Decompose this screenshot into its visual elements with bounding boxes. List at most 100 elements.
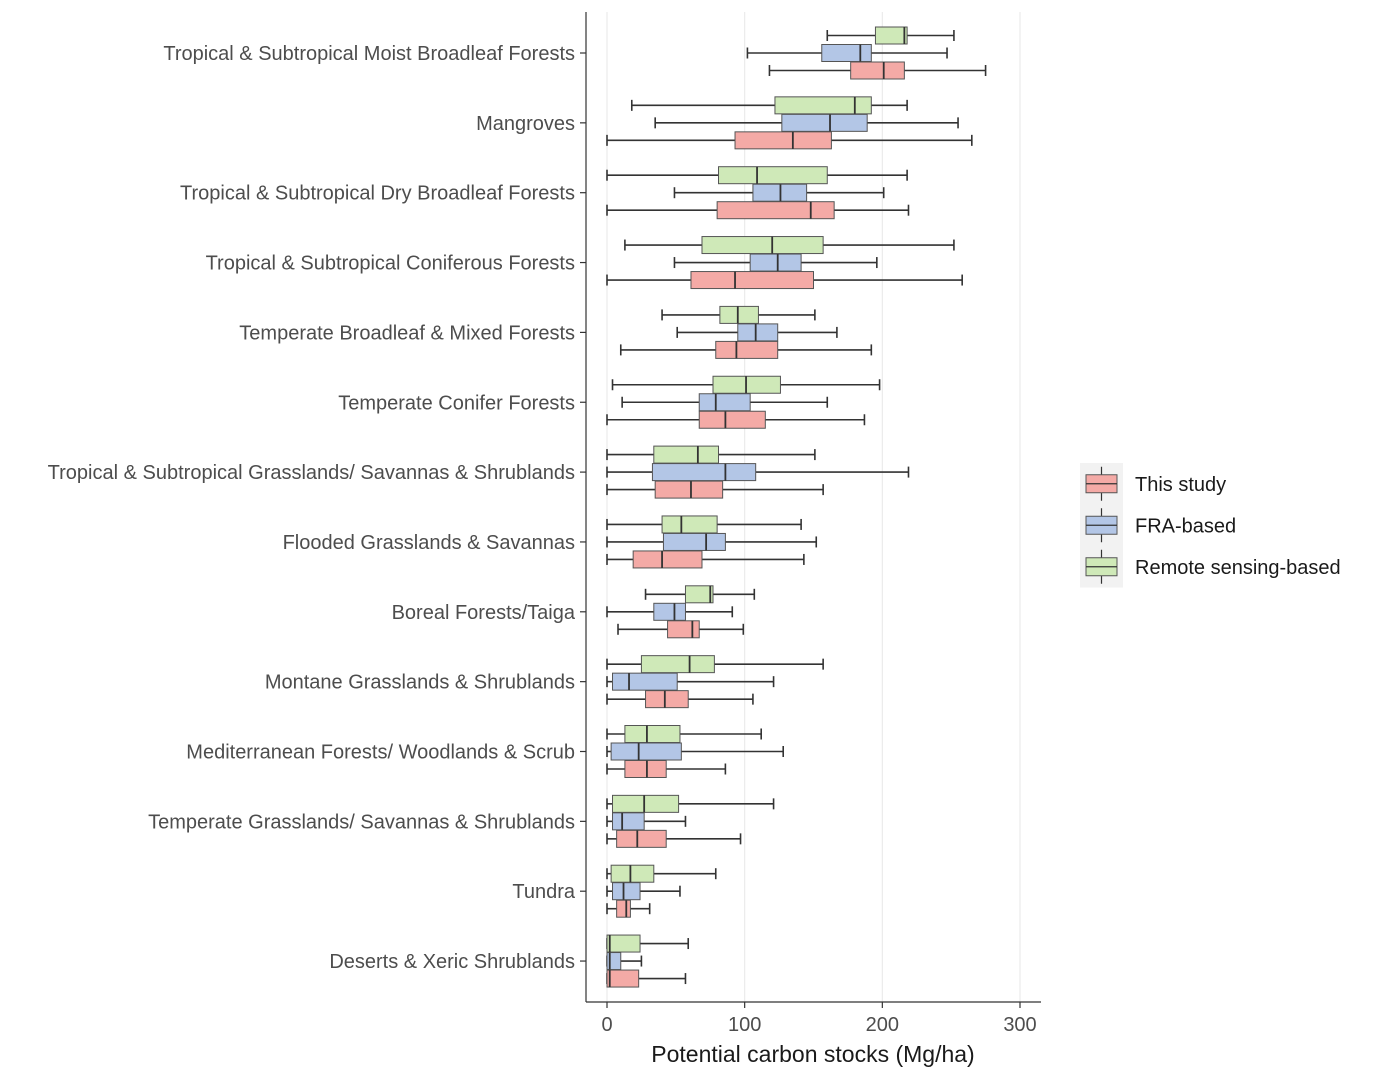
box-remote-sensing-based-6 [606, 445, 816, 464]
box-iqr [662, 532, 726, 551]
category-group-temperate-broadleaf-mixed-forests [619, 305, 873, 359]
box-this-study-6 [606, 480, 824, 499]
box-fra-based-9 [606, 672, 775, 691]
box-this-study-7 [606, 550, 805, 569]
category-label-temperate-broadleaf-mixed-forests: Temperate Broadleaf & Mixed Forests [239, 322, 575, 344]
box-remote-sensing-based-12 [606, 864, 717, 883]
x-tick-label-0: 0 [601, 1014, 612, 1036]
box-iqr [632, 550, 703, 569]
box-fra-based-0 [746, 44, 948, 62]
category-label-mangroves: Mangroves [476, 113, 575, 135]
box-this-study-11 [606, 829, 742, 848]
box-iqr [624, 760, 667, 778]
box-iqr [653, 445, 720, 464]
box-iqr [661, 515, 718, 534]
box-remote-sensing-based-9 [606, 655, 824, 674]
box-remote-sensing-based-8 [644, 585, 756, 604]
box-iqr [719, 305, 759, 324]
plot-boxes [606, 26, 987, 988]
box-iqr [654, 480, 724, 499]
category-group-temperate-grasslands-savannas-shrublands [606, 794, 775, 848]
box-fra-based-5 [621, 393, 829, 412]
box-iqr [612, 794, 680, 813]
box-iqr [610, 864, 655, 883]
box-remote-sensing-based-5 [611, 375, 881, 394]
category-group-tropical-subtropical-coniferous-forests [606, 236, 963, 290]
category-label-temperate-grasslands-savannas-shrublands: Temperate Grasslands/ Savannas & Shrubla… [148, 811, 575, 833]
box-iqr [606, 934, 641, 953]
box-fra-based-12 [606, 882, 681, 901]
category-labels: Tropical & Subtropical Moist Broadleaf F… [48, 43, 576, 973]
category-label-montane-grasslands-shrublands: Montane Grasslands & Shrublands [265, 672, 575, 694]
category-group-mediterranean-forests-woodlands-scrub [606, 725, 785, 778]
category-label-boreal-forests-taiga: Boreal Forests/Taiga [392, 602, 576, 624]
box-iqr [749, 253, 802, 272]
box-iqr [850, 61, 905, 80]
box-iqr [612, 672, 678, 691]
box-this-study-4 [619, 340, 873, 359]
category-label-tundra: Tundra [512, 881, 576, 903]
legend-item-this-study: This study [1085, 466, 1226, 501]
box-remote-sensing-based-11 [606, 794, 775, 813]
box-this-study-9 [606, 690, 754, 709]
box-remote-sensing-based-0 [826, 26, 955, 45]
box-this-study-3 [606, 271, 963, 290]
category-group-mangroves [606, 96, 973, 150]
category-label-tropical-subtropical-grasslands-savannas-shrublands: Tropical & Subtropical Grasslands/ Savan… [48, 462, 575, 484]
x-tick-labels: 0 100 200 300 [601, 1014, 1036, 1036]
box-iqr [737, 323, 779, 342]
box-this-study-0 [768, 61, 987, 80]
box-iqr [653, 602, 686, 621]
box-iqr [612, 812, 645, 831]
x-axis-title: Potential carbon stocks (Mg/ha) [651, 1041, 974, 1067]
x-tick-label-300: 300 [1003, 1014, 1036, 1036]
box-fra-based-13 [606, 952, 643, 971]
x-tick-label-200: 200 [866, 1014, 899, 1036]
box-this-study-8 [617, 620, 745, 639]
box-fra-based-7 [606, 532, 818, 551]
box-remote-sensing-based-13 [606, 934, 690, 953]
box-iqr [624, 725, 681, 743]
box-iqr [645, 690, 689, 709]
box-iqr [698, 410, 766, 429]
category-group-tropical-subtropical-grasslands-savannas-shrublands [606, 445, 910, 499]
box-remote-sensing-based-1 [630, 96, 908, 115]
box-fra-based-6 [606, 463, 910, 482]
box-iqr [734, 131, 832, 150]
category-group-montane-grasslands-shrublands [606, 655, 824, 709]
x-tick-label-100: 100 [728, 1014, 761, 1036]
box-this-study-10 [606, 760, 727, 778]
box-this-study-12 [606, 899, 651, 918]
box-remote-sensing-based-3 [624, 236, 955, 255]
box-iqr [874, 26, 908, 45]
box-this-study-1 [606, 131, 973, 150]
box-fra-based-8 [606, 602, 734, 621]
category-label-tropical-subtropical-dry-broadleaf-forests: Tropical & Subtropical Dry Broadleaf For… [180, 183, 575, 205]
category-group-flooded-grasslands-savannas [606, 515, 818, 569]
box-remote-sensing-based-2 [606, 166, 908, 185]
box-fra-based-10 [606, 742, 785, 761]
box-iqr [610, 742, 682, 761]
legend-item-fra-based: FRA-based [1085, 508, 1236, 543]
box-remote-sensing-based-7 [606, 515, 802, 534]
category-label-temperate-conifer-forests: Temperate Conifer Forests [338, 392, 575, 414]
legend-label: Remote sensing-based [1135, 557, 1341, 579]
box-iqr [690, 271, 815, 290]
category-group-tropical-subtropical-moist-broadleaf-forests [746, 26, 987, 80]
category-group-tropical-subtropical-dry-broadleaf-forests [606, 166, 910, 220]
box-this-study-5 [606, 410, 866, 429]
category-label-mediterranean-forests-woodlands-scrub: Mediterranean Forests/ Woodlands & Scrub [186, 742, 575, 764]
category-group-tundra [606, 864, 717, 918]
box-iqr [612, 882, 641, 901]
box-iqr [667, 620, 700, 639]
legend: This study FRA-based Remote sensing-based [1080, 463, 1341, 588]
category-label-tropical-subtropical-moist-broadleaf-forests: Tropical & Subtropical Moist Broadleaf F… [163, 43, 575, 65]
legend-label: FRA-based [1135, 515, 1236, 537]
category-group-temperate-conifer-forests [606, 375, 881, 429]
box-fra-based-2 [673, 183, 885, 202]
category-group-boreal-forests-taiga [606, 585, 756, 639]
box-iqr [821, 44, 872, 62]
box-iqr [640, 655, 715, 674]
category-group-deserts-xeric-shrublands [606, 934, 690, 988]
